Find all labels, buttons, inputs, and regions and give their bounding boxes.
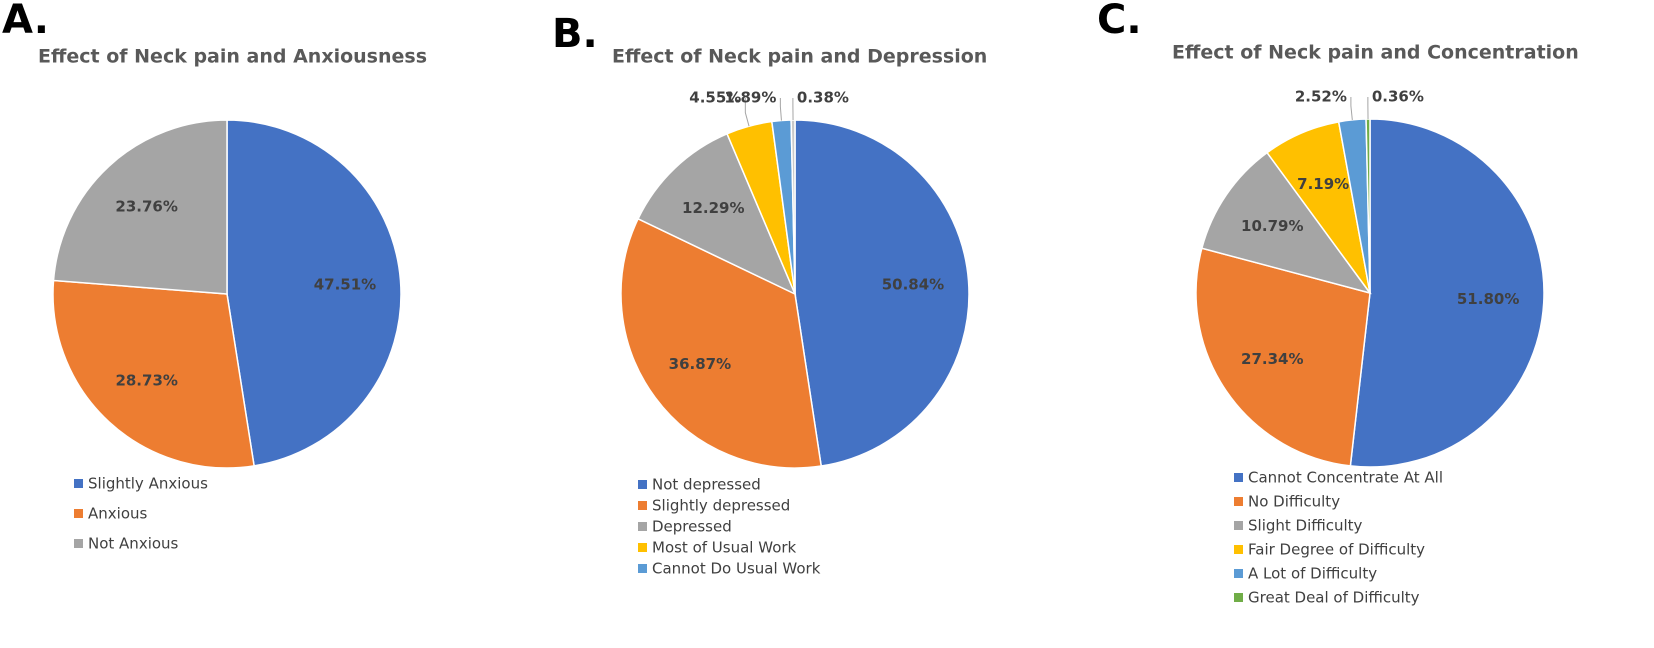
pie-slice: [1195, 247, 1371, 467]
legend-swatch: [638, 522, 647, 531]
data-label: 1.89%: [724, 89, 776, 107]
pie-slice: [637, 132, 797, 296]
legend-entry: Great Deal of Difficulty: [1248, 589, 1420, 607]
pie-slice: [1365, 118, 1371, 294]
chart-title: Effect of Neck pain and Concentration: [1172, 42, 1579, 64]
legend-entry: Slightly depressed: [652, 497, 790, 515]
legend-entry: Cannot Do Usual Work: [652, 560, 821, 578]
panel-label: B.: [552, 11, 598, 57]
chart-title: Effect of Neck pain and Anxiousness: [38, 46, 427, 68]
leader-line: [744, 98, 750, 127]
data-label: 7.19%: [1297, 175, 1349, 193]
legend-swatch: [1234, 497, 1243, 506]
data-label: 0.36%: [1372, 88, 1424, 106]
legend-entry: Most of Usual Work: [652, 539, 797, 557]
legend-swatch: [638, 543, 647, 552]
legend-swatch: [638, 564, 647, 573]
legend-swatch: [74, 539, 83, 548]
data-label: 23.76%: [115, 198, 177, 216]
legend-entry: Anxious: [88, 505, 147, 523]
data-label: 51.80%: [1457, 290, 1519, 308]
pie-slice: [1200, 151, 1372, 295]
pie-slice: [1349, 118, 1545, 468]
legend-entry: Fair Degree of Difficulty: [1248, 541, 1425, 559]
pie-slice: [794, 119, 970, 467]
data-label: 36.87%: [669, 355, 731, 373]
legend-entry: Slightly Anxious: [88, 475, 208, 493]
legend-entry: No Difficulty: [1248, 493, 1340, 511]
data-label: 2.52%: [1295, 88, 1347, 106]
pie-slice: [52, 279, 255, 469]
leader-line: [779, 98, 782, 121]
legend-swatch: [1234, 473, 1243, 482]
panel-label: A.: [2, 0, 49, 43]
pie-slice: [52, 119, 228, 295]
legend-swatch: [1234, 569, 1243, 578]
legend-entry: Depressed: [652, 518, 732, 536]
data-label: 4.55%: [689, 89, 741, 107]
legend-entry: A Lot of Difficulty: [1248, 565, 1377, 583]
data-label: 0.38%: [797, 89, 849, 107]
data-label: 27.34%: [1241, 350, 1303, 368]
panel-label: C.: [1097, 0, 1142, 43]
chart-title: Effect of Neck pain and Depression: [612, 46, 987, 68]
legend-swatch: [74, 509, 83, 518]
pie-slice: [620, 217, 823, 469]
data-label: 28.73%: [115, 371, 177, 389]
legend-swatch: [74, 479, 83, 488]
legend-swatch: [638, 480, 647, 489]
legend-entry: Not Anxious: [88, 535, 179, 553]
pie-slice: [226, 119, 402, 467]
data-label: 12.29%: [682, 199, 744, 217]
data-label: 47.51%: [314, 275, 376, 293]
leader-line: [1350, 97, 1353, 120]
legend-swatch: [1234, 593, 1243, 602]
legend-entry: Cannot Concentrate At All: [1248, 469, 1443, 487]
legend-swatch: [638, 501, 647, 510]
legend-swatch: [1234, 521, 1243, 530]
legend-swatch: [1234, 545, 1243, 554]
legend-entry: Not depressed: [652, 476, 761, 494]
data-label: 10.79%: [1241, 217, 1303, 235]
legend-entry: Slight Difficulty: [1248, 517, 1363, 535]
data-label: 50.84%: [882, 276, 944, 294]
